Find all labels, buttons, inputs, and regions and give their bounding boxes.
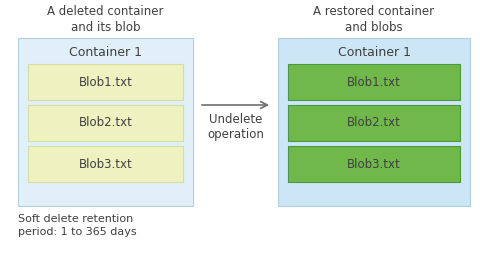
Text: Blob3.txt: Blob3.txt bbox=[79, 157, 132, 170]
Bar bbox=[28, 146, 183, 182]
Text: Blob2.txt: Blob2.txt bbox=[347, 116, 401, 130]
Text: A deleted container
and its blob: A deleted container and its blob bbox=[47, 5, 164, 34]
Bar bbox=[278, 38, 470, 206]
Text: Undelete
operation: Undelete operation bbox=[207, 113, 264, 141]
Bar bbox=[28, 64, 183, 100]
Bar bbox=[28, 105, 183, 141]
Bar bbox=[18, 38, 193, 206]
Bar bbox=[288, 64, 460, 100]
Text: Blob3.txt: Blob3.txt bbox=[347, 157, 401, 170]
Bar bbox=[288, 105, 460, 141]
Text: Blob2.txt: Blob2.txt bbox=[79, 116, 132, 130]
Bar bbox=[288, 146, 460, 182]
Text: Container 1: Container 1 bbox=[69, 46, 142, 59]
Text: Blob1.txt: Blob1.txt bbox=[347, 76, 401, 89]
Text: Blob1.txt: Blob1.txt bbox=[79, 76, 132, 89]
Text: Container 1: Container 1 bbox=[337, 46, 410, 59]
Text: Soft delete retention
period: 1 to 365 days: Soft delete retention period: 1 to 365 d… bbox=[18, 214, 137, 237]
Text: A restored container
and blobs: A restored container and blobs bbox=[313, 5, 434, 34]
